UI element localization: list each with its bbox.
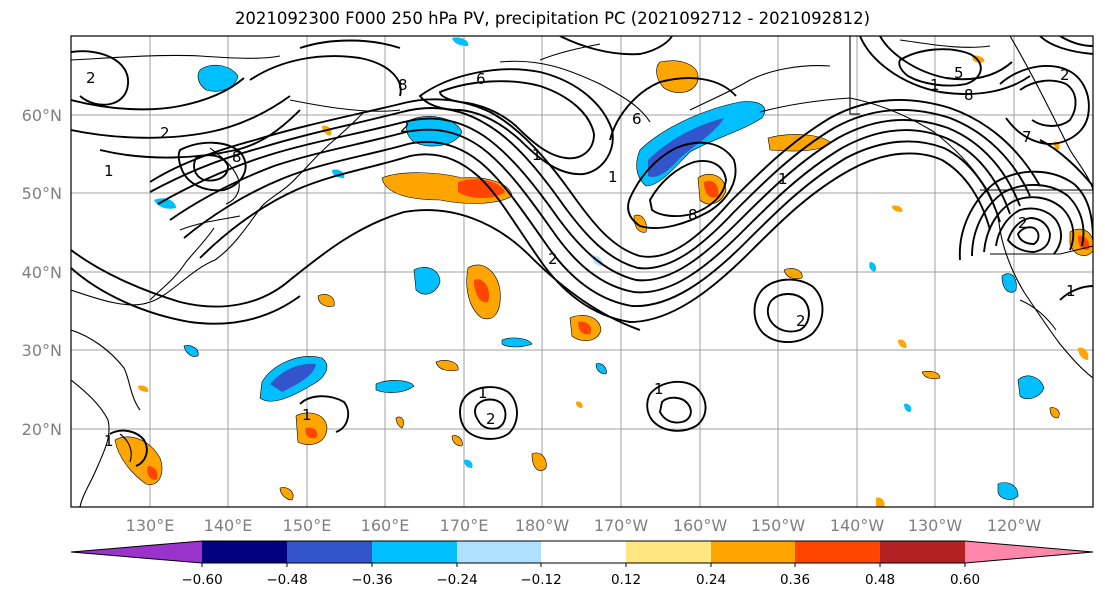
lat-label: 50°N [22,184,62,203]
contour-label: 8 [398,76,408,94]
colorbar-segment [202,541,287,563]
contour-label: 6 [476,70,486,88]
pv-thin-contours [179,36,1057,331]
contour-label: 1 [104,432,114,450]
lon-label: 150°W [751,516,806,535]
contour-label: 1 [478,384,488,402]
contour-label: 1 [1066,282,1076,300]
colorbar-segment [626,541,711,563]
contour-label: 8 [964,86,974,104]
lon-label: 140°W [830,516,885,535]
contour-label: 5 [954,64,964,82]
lon-label: 170°W [594,516,649,535]
contour-label: 2 [86,69,96,87]
colorbar-tick-labels: −0.60 −0.48 −0.36 −0.24 −0.12 0.12 0.24 … [181,572,980,588]
colorbar-segment [965,541,1093,563]
colorbar-segment [287,541,372,563]
lon-label: 140°E [204,516,253,535]
contour-label: 2 [486,410,496,428]
contour-labels: 2 8 6 2 1 2 8 1 1 6 1 8 8 1 5 2 7 1 2 1 … [86,64,1076,450]
colorbar: −0.60 −0.48 −0.36 −0.24 −0.12 0.12 0.24 … [70,540,1094,588]
lon-label: 120°W [987,516,1042,535]
colorbar-tick-label: −0.48 [266,572,307,588]
contour-label: 2 [400,118,410,136]
precip-negative-patches [154,37,1045,500]
longitude-labels: 130°E 140°E 150°E 160°E 170°E 180°W 170°… [126,516,1042,535]
colorbar-segment [457,541,541,563]
precip-positive-patches [114,55,1093,507]
lon-label: 170°E [440,516,489,535]
colorbar-tick-label: 0.48 [865,572,895,588]
lon-label: 160°E [361,516,410,535]
lon-label: 150°E [283,516,332,535]
colorbar-tick-label: 0.60 [950,572,980,588]
colorbar-tick-label: −0.12 [520,572,561,588]
lat-label: 40°N [22,263,62,282]
lon-label: 180°W [515,516,570,535]
colorbar-tick-label: 0.36 [780,572,810,588]
contour-label: 1 [654,380,664,398]
contour-label: 1 [302,406,312,424]
lat-label: 30°N [22,341,62,360]
map-frame [70,35,1094,508]
colorbar-segment [71,541,202,563]
lat-label: 60°N [22,106,62,125]
contour-label: 2 [160,124,170,142]
contour-label: 1 [778,170,788,188]
contour-label: 2 [1018,214,1028,232]
lon-label: 130°E [126,516,175,535]
contour-label: 7 [1022,128,1032,146]
contour-label: 2 [548,250,558,268]
contour-label: 1 [532,146,542,164]
colorbar-segment [372,541,457,563]
colorbar-segment [880,541,965,563]
colorbar-tick-label: 0.12 [611,572,641,588]
lat-label: 20°N [22,420,62,439]
contour-label: 8 [688,206,698,224]
contour-label: 1 [104,162,114,180]
pv-contours [71,36,1093,467]
colorbar-segment [541,541,626,563]
colorbar-tick-label: −0.60 [181,572,222,588]
contour-label: 1 [608,168,618,186]
lon-label: 130°W [908,516,963,535]
contour-label: 8 [232,148,242,166]
colorbar-tick-label: −0.36 [351,572,392,588]
contour-label: 6 [632,110,642,128]
contour-label: 1 [930,76,940,94]
colorbar-tick-label: 0.24 [696,572,726,588]
colorbar-tick-label: −0.24 [436,572,477,588]
lon-label: 160°W [673,516,728,535]
map-title: 2021092300 F000 250 hPa PV, precipitatio… [234,9,871,28]
colorbar-segment [795,541,880,563]
latitude-labels: 60°N 50°N 40°N 30°N 20°N [22,106,62,439]
contour-label: 2 [796,312,806,330]
colorbar-segment [711,541,795,563]
contour-label: 2 [1060,66,1070,84]
